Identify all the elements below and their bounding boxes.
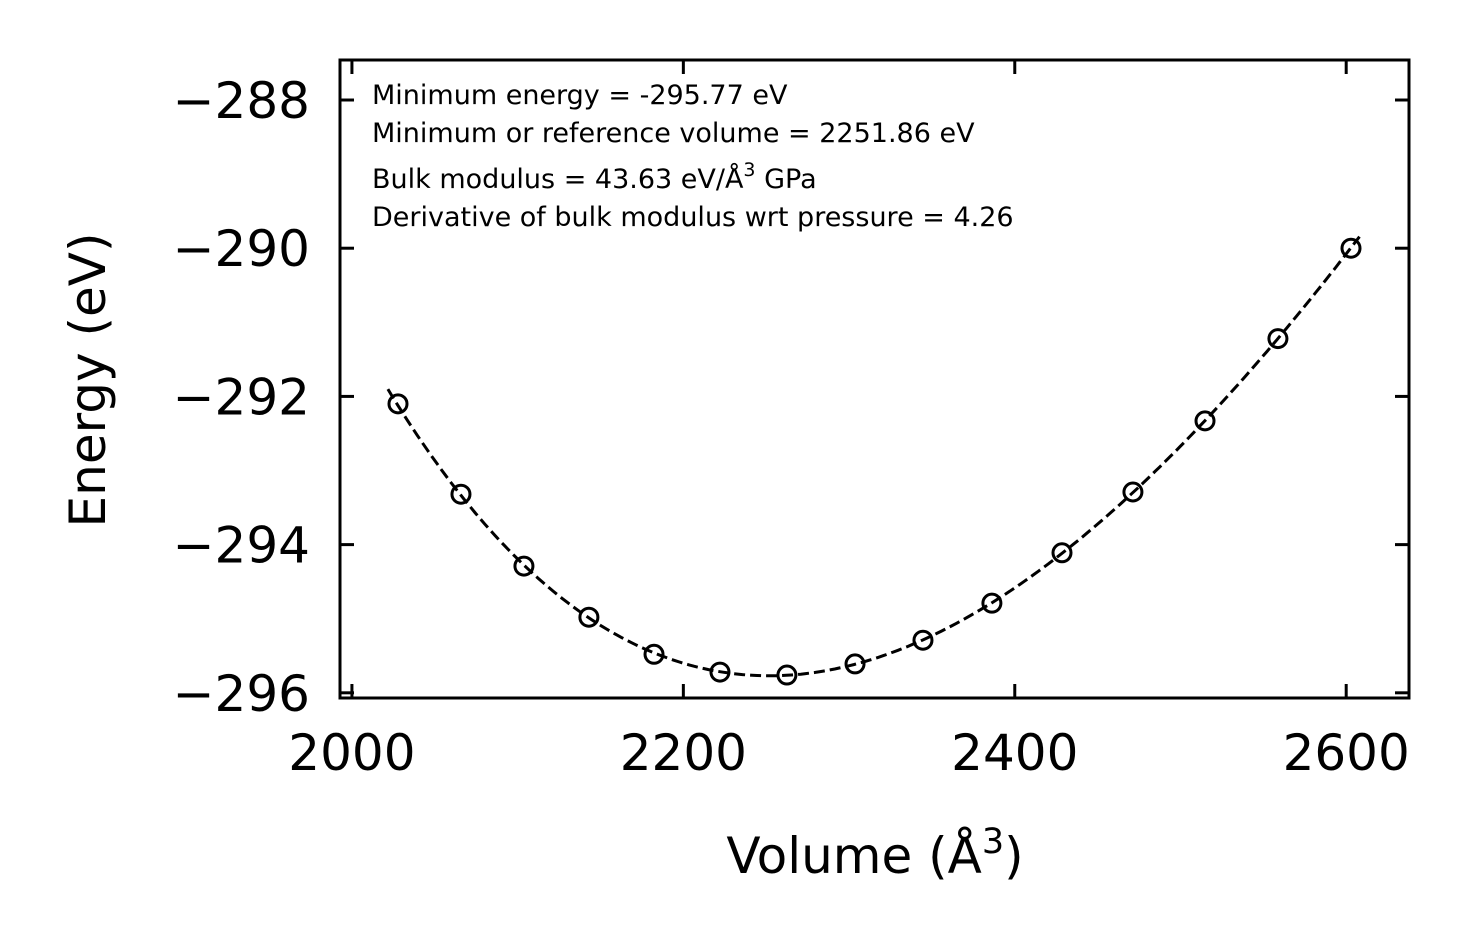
annotation-box: Minimum energy = -295.77 eV Minimum or r… (372, 80, 1014, 233)
x-tick-label: 2400 (951, 724, 1078, 782)
data-point (450, 483, 472, 505)
annotation-bulk-derivative: Derivative of bulk modulus wrt pressure … (372, 202, 1014, 233)
x-axis-label: Volume (Å3) (726, 822, 1023, 885)
annotation-ref-volume: Minimum or reference volume = 2251.86 eV (372, 118, 975, 149)
data-point (981, 592, 1003, 614)
data-points-layer (387, 237, 1362, 686)
data-point (387, 393, 409, 415)
data-point (912, 629, 934, 651)
fit-curve-line (386, 235, 1361, 678)
x-tick-label: 2000 (288, 724, 415, 782)
data-point (1122, 481, 1144, 503)
y-axis-label: Energy (eV) (59, 233, 117, 528)
data-point (776, 664, 798, 686)
data-point (844, 653, 866, 675)
x-tick-label: 2200 (620, 724, 747, 782)
fit-curve-layer (386, 235, 1361, 678)
x-tick-label: 2600 (1283, 724, 1410, 782)
y-tick-label: −292 (173, 368, 310, 426)
data-point (643, 643, 665, 665)
y-tick-label: −296 (173, 665, 310, 723)
data-point (513, 555, 535, 577)
data-point (1051, 542, 1073, 564)
annotation-min-energy: Minimum energy = -295.77 eV (372, 80, 788, 111)
data-point (709, 661, 731, 683)
data-point (1194, 410, 1216, 432)
y-tick-label: −288 (173, 72, 310, 130)
y-tick-label: −294 (173, 517, 310, 575)
ticks-layer: 2000 2200 2400 2600 −288 −290 −292 −294 −296 (173, 60, 1410, 782)
plot-frame (338, 58, 1411, 700)
annotation-bulk-modulus: Bulk modulus = 43.63 eV/Å3 GPa (372, 159, 817, 195)
data-point (1267, 328, 1289, 350)
data-point (1340, 237, 1362, 259)
y-tick-label: −290 (173, 220, 310, 278)
data-point (578, 606, 600, 628)
